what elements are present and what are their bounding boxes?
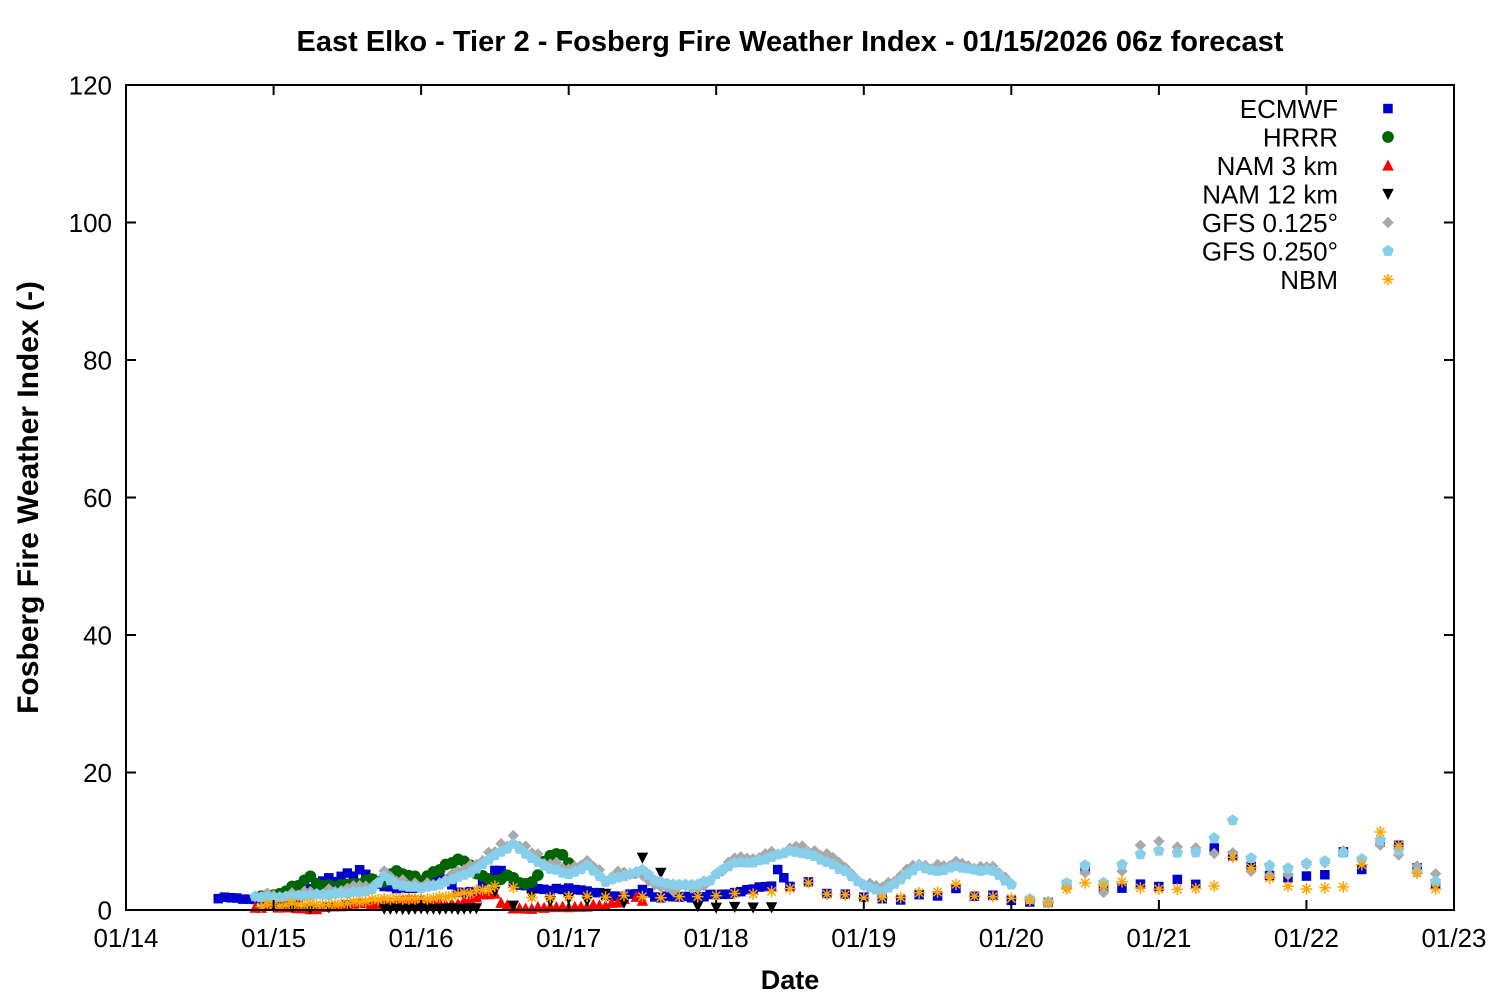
svg-text:40: 40 bbox=[83, 621, 112, 651]
svg-text:120: 120 bbox=[69, 71, 112, 101]
svg-text:HRRR: HRRR bbox=[1263, 123, 1338, 153]
svg-text:Fosberg Fire Weather Index (-): Fosberg Fire Weather Index (-) bbox=[12, 281, 45, 714]
svg-text:01/21: 01/21 bbox=[1126, 923, 1191, 953]
svg-text:NBM: NBM bbox=[1280, 265, 1338, 295]
svg-text:01/15: 01/15 bbox=[241, 923, 306, 953]
svg-text:100: 100 bbox=[69, 208, 112, 238]
svg-text:East Elko - Tier 2 - Fosberg F: East Elko - Tier 2 - Fosberg Fire Weathe… bbox=[297, 26, 1284, 58]
svg-text:01/17: 01/17 bbox=[536, 923, 601, 953]
svg-text:01/20: 01/20 bbox=[979, 923, 1044, 953]
svg-text:Date: Date bbox=[761, 965, 820, 995]
svg-text:01/22: 01/22 bbox=[1274, 923, 1339, 953]
svg-text:NAM 3 km: NAM 3 km bbox=[1217, 151, 1338, 181]
svg-text:0: 0 bbox=[98, 896, 112, 926]
svg-text:ECMWF: ECMWF bbox=[1240, 94, 1338, 124]
svg-text:01/23: 01/23 bbox=[1421, 923, 1486, 953]
svg-text:20: 20 bbox=[83, 758, 112, 788]
svg-text:80: 80 bbox=[83, 346, 112, 376]
svg-text:01/18: 01/18 bbox=[684, 923, 749, 953]
svg-text:01/14: 01/14 bbox=[93, 923, 158, 953]
svg-text:01/19: 01/19 bbox=[831, 923, 896, 953]
svg-text:GFS 0.125°: GFS 0.125° bbox=[1202, 208, 1338, 238]
svg-text:GFS 0.250°: GFS 0.250° bbox=[1202, 237, 1338, 267]
svg-text:60: 60 bbox=[83, 483, 112, 513]
svg-text:NAM 12 km: NAM 12 km bbox=[1202, 180, 1338, 210]
svg-text:01/16: 01/16 bbox=[389, 923, 454, 953]
